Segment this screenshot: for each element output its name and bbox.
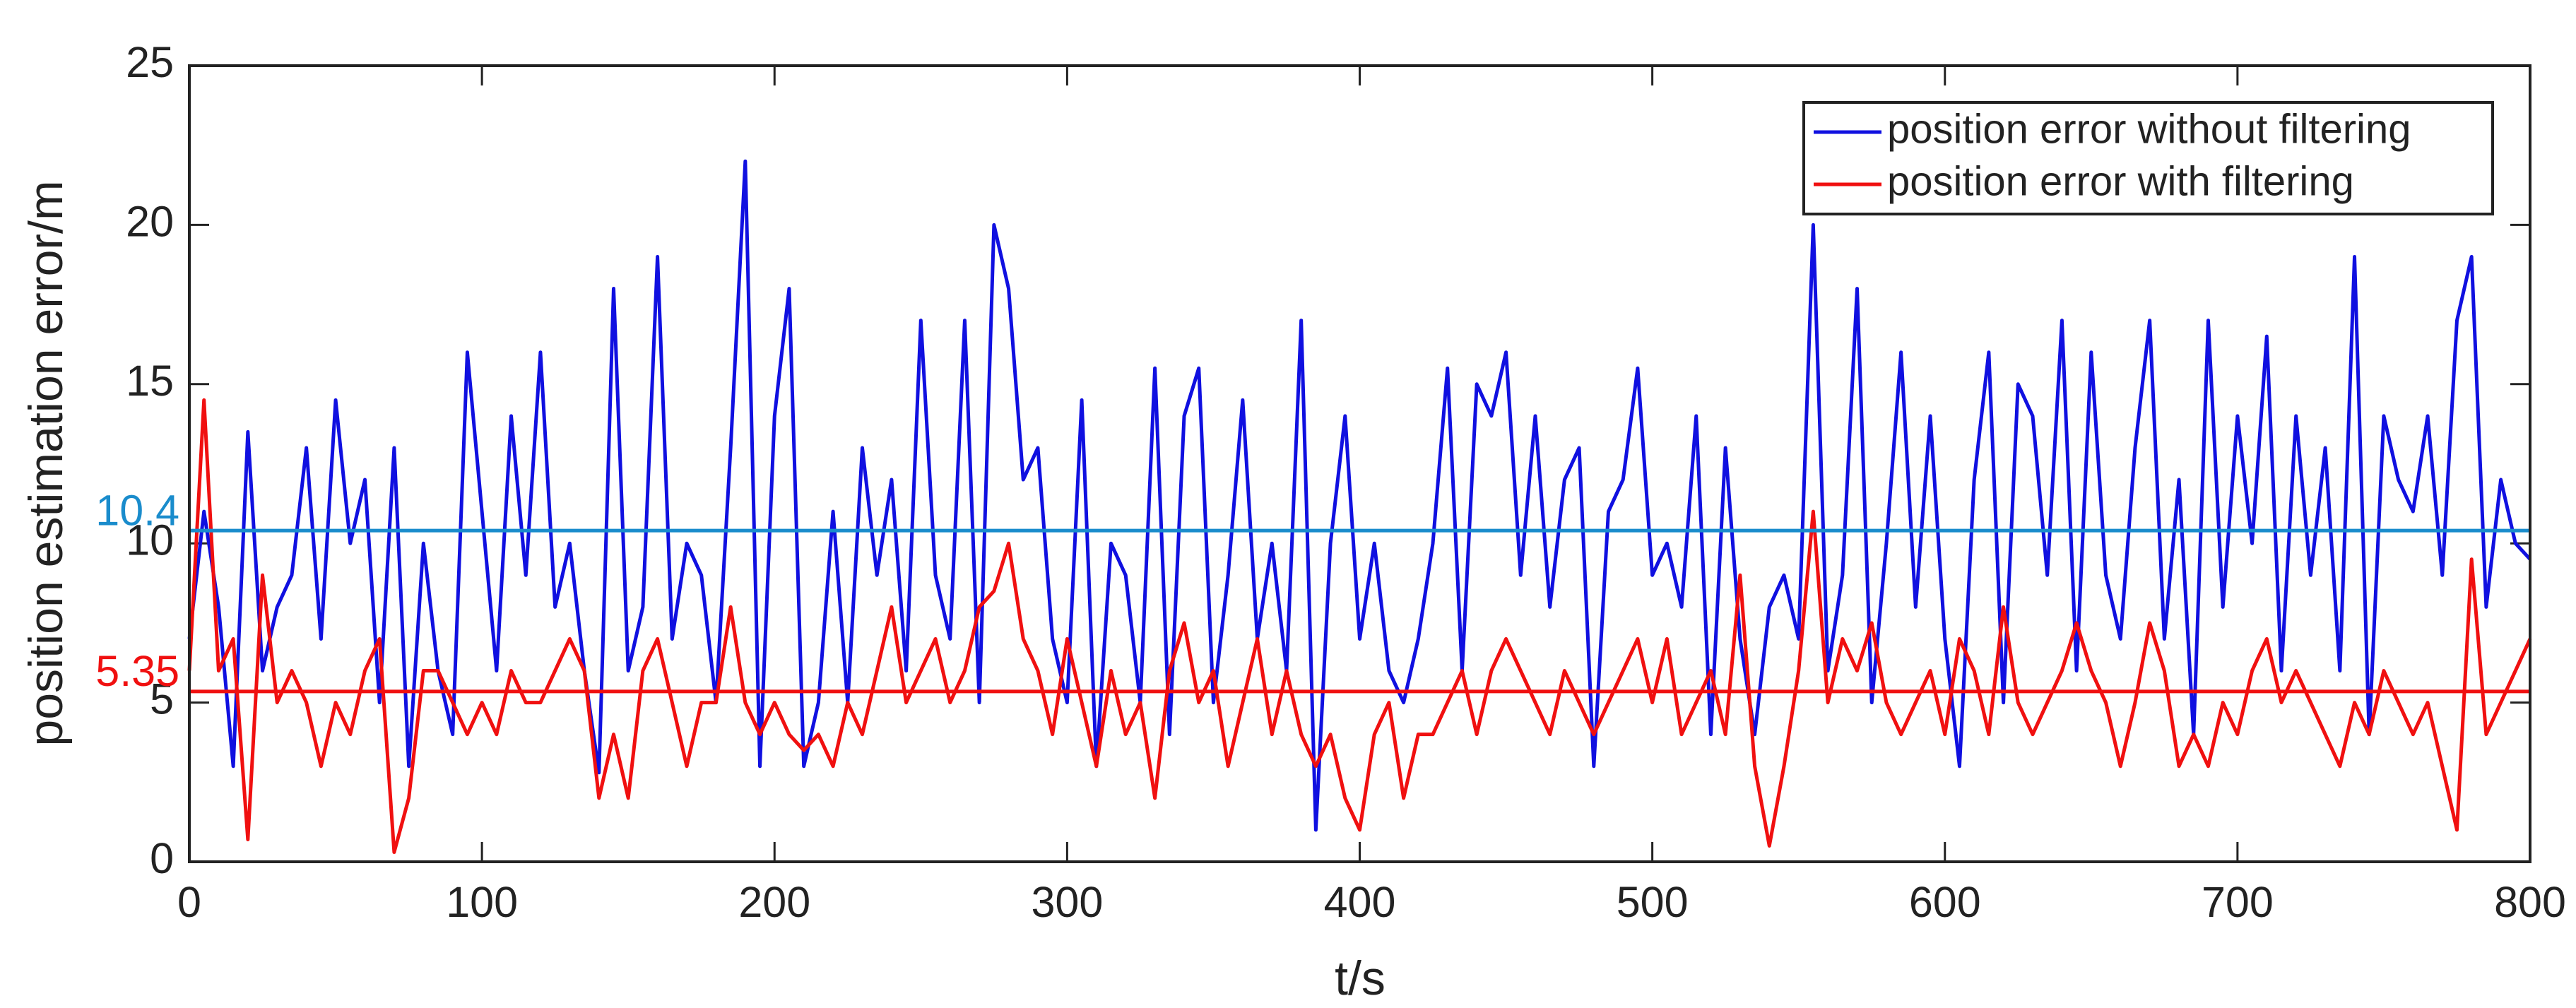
x-tick-label: 100 bbox=[446, 878, 518, 926]
x-tick-label: 0 bbox=[177, 878, 201, 926]
y-tick-label: 15 bbox=[126, 357, 174, 405]
x-tick-label: 300 bbox=[1031, 878, 1103, 926]
legend-box bbox=[1802, 101, 2494, 215]
line-series bbox=[187, 398, 2532, 854]
y-tick-label: 25 bbox=[126, 38, 174, 86]
line-series bbox=[187, 159, 2531, 832]
x-tick-label: 500 bbox=[1617, 878, 1689, 926]
legend-label: position error with filtering bbox=[1887, 158, 2354, 204]
reference-label: 5.35 bbox=[95, 647, 179, 695]
x-axis-label: t/s bbox=[1335, 951, 1386, 1005]
y-tick-label: 5 bbox=[150, 675, 174, 723]
x-tick-label: 400 bbox=[1324, 878, 1396, 926]
x-tick-label: 800 bbox=[2494, 878, 2566, 926]
reference-label: 10.4 bbox=[95, 486, 179, 534]
x-tick-label: 700 bbox=[2202, 878, 2274, 926]
y-tick-label: 20 bbox=[126, 198, 174, 246]
y-tick-label: 10 bbox=[126, 516, 174, 564]
x-tick-label: 600 bbox=[1909, 878, 1981, 926]
y-tick-label: 0 bbox=[150, 834, 174, 882]
axes-box bbox=[188, 64, 2531, 863]
x-tick-label: 200 bbox=[738, 878, 810, 926]
y-axis-label: position estimation error/m bbox=[19, 180, 73, 746]
legend-label: position error without filtering bbox=[1887, 106, 2411, 152]
